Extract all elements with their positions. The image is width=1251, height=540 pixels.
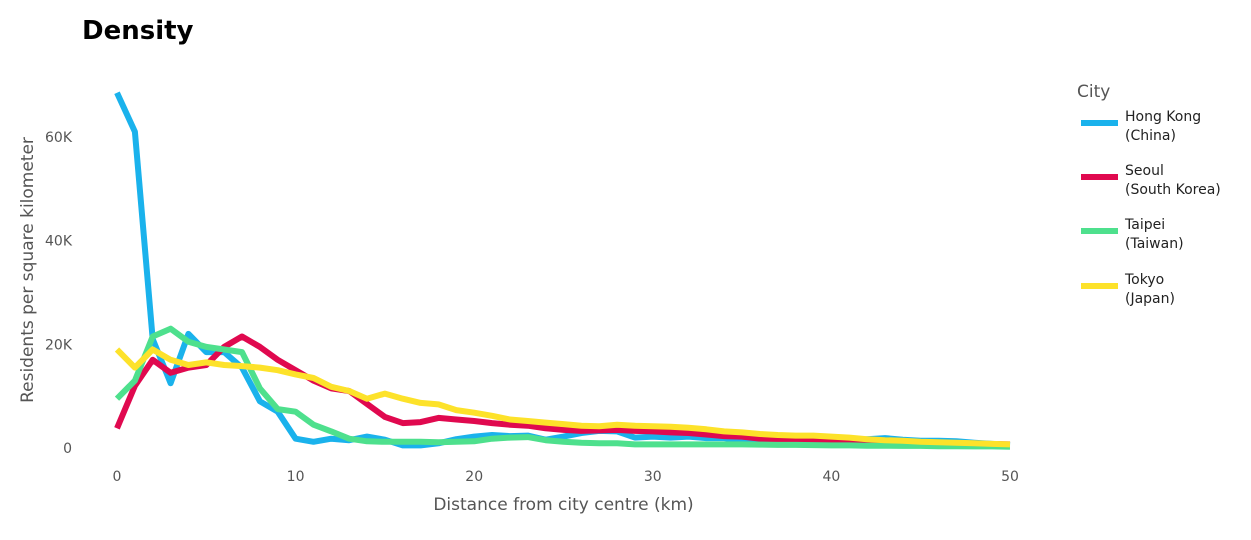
y-axis-ticks: 0 20K 40K 60K bbox=[45, 130, 73, 457]
legend-label: Tokyo bbox=[1124, 272, 1164, 288]
legend-label: (Japan) bbox=[1125, 291, 1175, 307]
y-tick-label: 20K bbox=[45, 337, 73, 353]
legend-label: Taipei bbox=[1124, 217, 1165, 233]
y-tick-label: 40K bbox=[45, 234, 73, 250]
series-line-tokyo-japan bbox=[114, 346, 1011, 448]
x-tick-label: 0 bbox=[113, 469, 122, 485]
x-tick-label: 10 bbox=[287, 469, 305, 485]
series-lines bbox=[114, 91, 1011, 450]
legend-label: Hong Kong bbox=[1125, 109, 1201, 125]
x-tick-label: 40 bbox=[822, 469, 840, 485]
x-axis-label: Distance from city centre (km) bbox=[433, 495, 693, 515]
y-tick-label: 60K bbox=[45, 130, 73, 146]
x-tick-label: 50 bbox=[1001, 469, 1019, 485]
legend-title: City bbox=[1077, 82, 1110, 102]
y-axis-label: Residents per square kilometer bbox=[18, 137, 38, 403]
legend-label: (Taiwan) bbox=[1125, 236, 1184, 252]
series-line-hong-kong-china bbox=[114, 91, 1011, 449]
legend-label: Seoul bbox=[1125, 163, 1164, 179]
legend: City Hong Kong (China) Seoul (South Korea) T… bbox=[1077, 82, 1221, 307]
legend-label: (China) bbox=[1125, 128, 1176, 144]
chart-title: Density bbox=[82, 16, 194, 46]
x-axis-ticks: 0 10 20 30 40 50 bbox=[113, 469, 1019, 485]
x-tick-label: 30 bbox=[644, 469, 662, 485]
legend-label: (South Korea) bbox=[1125, 182, 1221, 198]
series-line-taipei-taiwan bbox=[114, 325, 1011, 450]
x-tick-label: 20 bbox=[465, 469, 483, 485]
y-tick-label: 0 bbox=[63, 441, 72, 457]
